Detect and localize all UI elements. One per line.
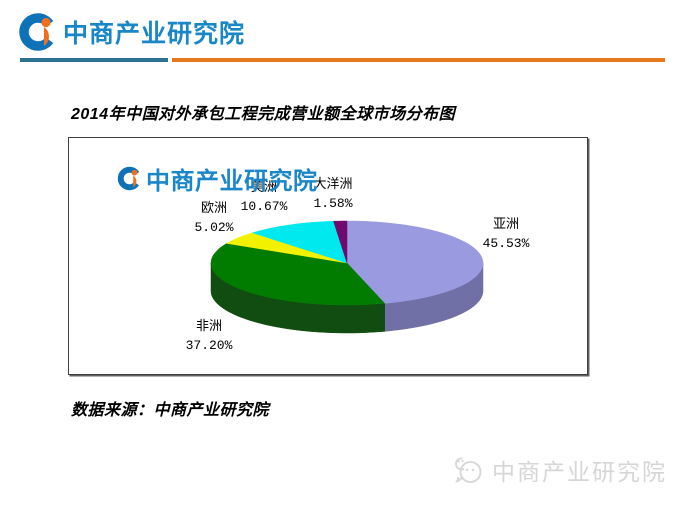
pie-label-africa-name: 非洲 bbox=[195, 319, 222, 334]
pie-label-europe-value: 5.02% bbox=[194, 220, 234, 235]
chart-logo: 中商产业研究院 bbox=[117, 161, 318, 196]
pie-chart-3d bbox=[210, 220, 484, 334]
page-title: 2014年中国对外承包工程完成营业额全球市场分布图 bbox=[71, 106, 456, 123]
pie-label-oceania-value: 1.58% bbox=[313, 196, 353, 211]
chart-panel: 中商产业研究院 亚洲 45.53% 非洲 37.20% 欧洲 5.02% 美洲 … bbox=[68, 137, 588, 375]
pie-label-europe: 欧洲 5.02% bbox=[179, 199, 249, 237]
pie-label-asia-value: 45.53% bbox=[482, 236, 530, 251]
wechat-icon bbox=[455, 457, 482, 483]
chart-logo-icon bbox=[117, 166, 142, 191]
pie-label-europe-name: 欧洲 bbox=[200, 201, 227, 216]
pie-label-americas: 美洲 10.67% bbox=[229, 178, 299, 216]
pie-label-americas-value: 10.67% bbox=[240, 199, 288, 214]
pie-label-africa-value: 37.20% bbox=[185, 338, 233, 353]
footer-watermark-text: 中商产业研究院 bbox=[492, 459, 667, 485]
pie-label-africa: 非洲 37.20% bbox=[174, 317, 244, 355]
header-brand: 中商产业研究院 bbox=[18, 12, 245, 52]
header-rule-orange bbox=[172, 58, 665, 62]
header-rule-teal bbox=[20, 58, 168, 62]
brand-logo-icon bbox=[19, 13, 57, 51]
header-brand-name: 中商产业研究院 bbox=[63, 20, 246, 48]
footer-watermark: 中商产业研究院 bbox=[450, 452, 667, 488]
pie-label-americas-name: 美洲 bbox=[250, 180, 277, 195]
pie-label-asia: 亚洲 45.53% bbox=[471, 215, 541, 253]
data-source: 数据来源：中商产业研究院 bbox=[71, 402, 270, 419]
chart-logo-text: 中商产业研究院 bbox=[146, 168, 318, 195]
pie-label-asia-name: 亚洲 bbox=[492, 217, 519, 232]
pie-label-oceania-name: 大洋洲 bbox=[313, 177, 353, 192]
pie-label-oceania: 大洋洲 1.58% bbox=[297, 175, 369, 213]
